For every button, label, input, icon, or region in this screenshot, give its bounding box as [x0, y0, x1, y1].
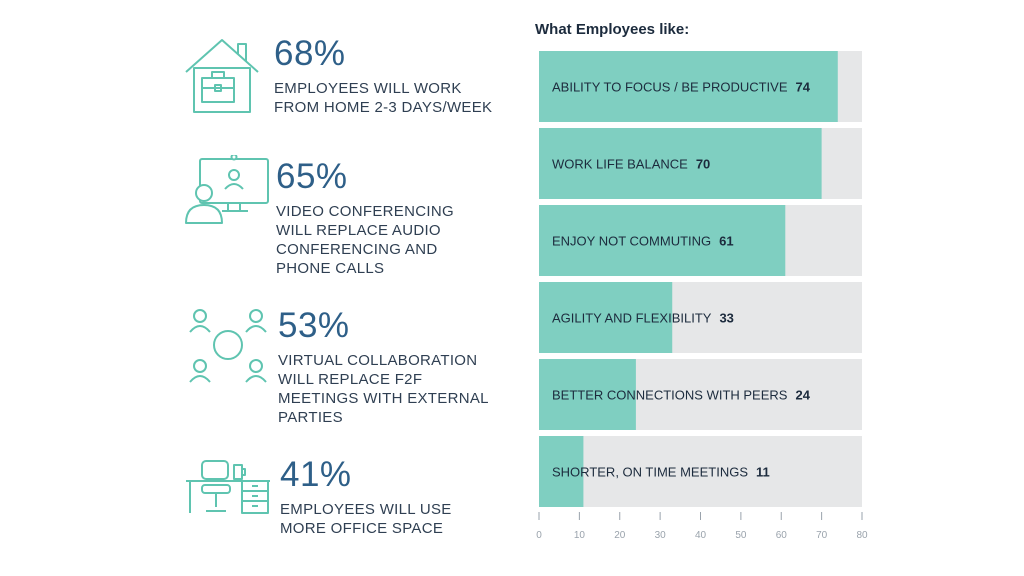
- office-desk-icon: [186, 460, 270, 514]
- bar-label: BETTER CONNECTIONS WITH PEERS: [552, 388, 788, 403]
- x-tick-label: 80: [856, 530, 868, 541]
- bar: [539, 282, 673, 353]
- x-tick-label: 50: [735, 530, 747, 541]
- stat-line: MORE OFFICE SPACE: [280, 520, 444, 537]
- bar-value-label: 24: [795, 388, 810, 403]
- bar-label: SHORTER, ON TIME MEETINGS: [552, 465, 748, 480]
- stat-video-conferencing: 65% VIDEO CONFERENCING WILL REPLACE AUDI…: [182, 155, 512, 278]
- bar-value-label: 74: [796, 80, 811, 95]
- bar-label: WORK LIFE BALANCE: [552, 157, 688, 172]
- bar: [539, 51, 838, 122]
- stat-line: PARTIES: [278, 409, 343, 426]
- bar-value-label: 70: [696, 157, 710, 172]
- stat-line: EMPLOYEES WILL USE: [280, 501, 452, 518]
- x-tick-label: 20: [614, 530, 626, 541]
- bar-label: AGILITY AND FLEXIBILITY: [552, 311, 712, 326]
- collaboration-icon: [189, 309, 267, 383]
- x-tick-label: 10: [574, 530, 586, 541]
- stat-office-space: 41% EMPLOYEES WILL USE MORE OFFICE SPACE: [182, 455, 512, 545]
- stat-percent: 53%: [278, 306, 350, 345]
- bar-value-label: 33: [719, 311, 733, 326]
- bar: [539, 128, 822, 199]
- stat-line: EMPLOYEES WILL WORK: [274, 80, 462, 97]
- chart-title: What Employees like:: [535, 21, 689, 38]
- bar-value-label: 11: [756, 465, 770, 480]
- stat-line: MEETINGS WITH EXTERNAL: [278, 390, 489, 407]
- stat-virtual-collaboration: 53% VIRTUAL COLLABORATION WILL REPLACE F…: [182, 308, 512, 428]
- bar-track: [539, 436, 862, 507]
- stat-line: VIRTUAL COLLABORATION: [278, 352, 478, 369]
- bar-value-label: 61: [719, 234, 733, 249]
- stat-line: WILL REPLACE AUDIO: [276, 222, 441, 239]
- x-tick-label: 70: [816, 530, 828, 541]
- stat-line: FROM HOME 2-3 DAYS/WEEK: [274, 99, 493, 116]
- x-tick-label: 30: [655, 530, 667, 541]
- house-briefcase-icon: [185, 39, 259, 113]
- stat-percent: 41%: [280, 455, 352, 494]
- stat-description: VIRTUAL COLLABORATION WILL REPLACE F2F M…: [278, 351, 489, 427]
- stat-line: CONFERENCING AND: [276, 241, 438, 258]
- stat-line: WILL REPLACE F2F: [278, 371, 423, 388]
- stat-description: EMPLOYEES WILL WORK FROM HOME 2-3 DAYS/W…: [274, 79, 492, 117]
- stat-percent: 68%: [274, 34, 346, 73]
- stat-work-from-home: 68% EMPLOYEES WILL WORK FROM HOME 2-3 DA…: [182, 36, 512, 126]
- bar: [539, 205, 786, 276]
- stat-line: PHONE CALLS: [276, 260, 385, 277]
- x-tick-label: 0: [536, 530, 542, 541]
- x-tick-label: 40: [695, 530, 707, 541]
- bar: [539, 436, 584, 507]
- stat-line: VIDEO CONFERENCING: [276, 203, 454, 220]
- x-tick-label: 60: [776, 530, 788, 541]
- stat-description: EMPLOYEES WILL USE MORE OFFICE SPACE: [280, 500, 452, 538]
- stat-description: VIDEO CONFERENCING WILL REPLACE AUDIO CO…: [276, 202, 454, 278]
- bar-label: ENJOY NOT COMMUTING: [552, 234, 711, 249]
- bar: [539, 359, 636, 430]
- video-conference-icon: [185, 155, 269, 224]
- bar-label: ABILITY TO FOCUS / BE PRODUCTIVE: [552, 80, 788, 95]
- stat-percent: 65%: [276, 157, 348, 196]
